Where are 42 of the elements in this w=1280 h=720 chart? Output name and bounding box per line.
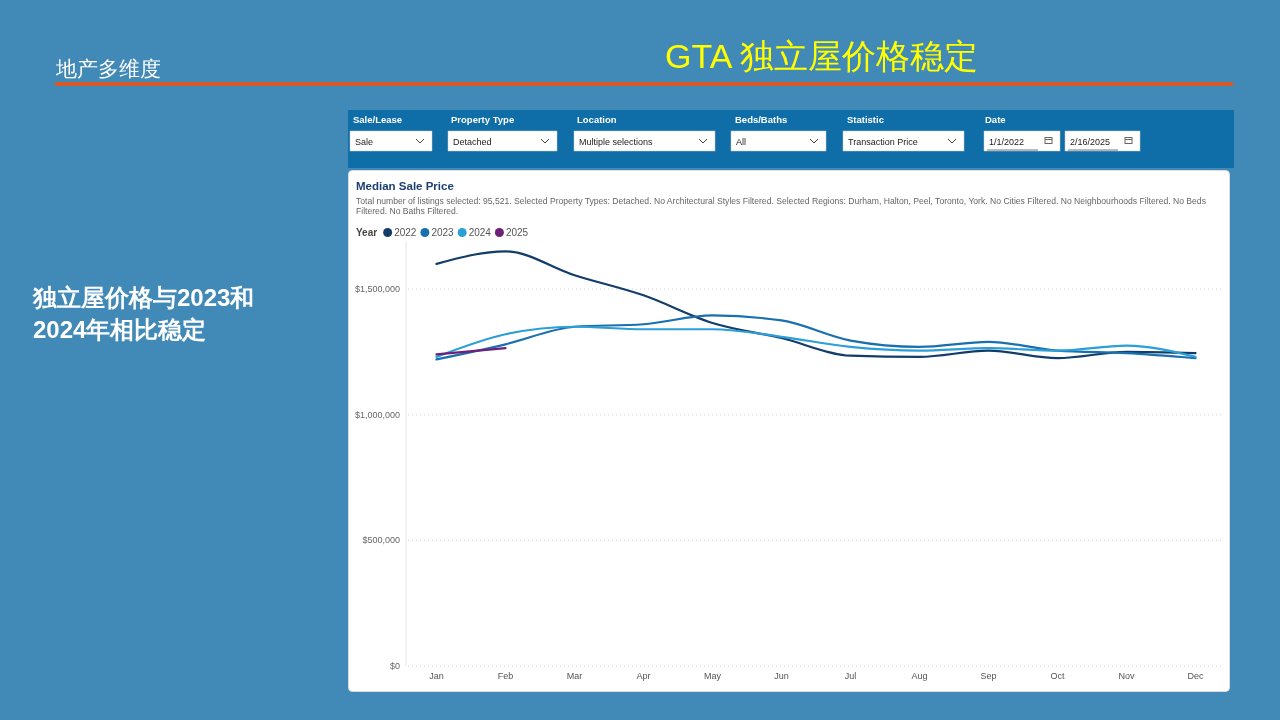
- text: Multiple selections: [579, 136, 654, 147]
- text: Sale/Lease: [353, 114, 403, 125]
- x-tick-label: May: [703, 671, 722, 681]
- legend-label: 2024: [468, 227, 492, 238]
- y-tick-label: $1,500,000: [354, 284, 400, 295]
- x-tick-label: Dec: [1187, 671, 1204, 681]
- text: Detached: [453, 136, 492, 147]
- y-tick-label: $0: [389, 661, 400, 671]
- line-series: [435, 250, 1197, 360]
- x-tick-label: Jul: [844, 671, 857, 681]
- text: 独立屋价格与2023和2024年相比稳定: [33, 283, 256, 345]
- x-tick-label: Apr: [636, 671, 651, 681]
- text: Location: [577, 114, 617, 125]
- legend-label: 2022: [394, 227, 417, 238]
- x-tick-label: Oct: [1050, 671, 1065, 681]
- line-series: [435, 314, 1197, 361]
- text: Statistic: [847, 114, 884, 125]
- legend-label: 2025: [505, 227, 529, 238]
- text: 地产多维度: [55, 57, 161, 80]
- x-tick-label: Feb: [497, 671, 514, 681]
- legend-label: 2023: [431, 227, 455, 238]
- text: 1/1/2022: [989, 136, 1025, 147]
- y-tick-label: $1,000,000: [354, 409, 400, 420]
- x-tick-label: Jun: [774, 671, 789, 681]
- y-tick-label: $500,000: [362, 535, 400, 546]
- x-tick-label: Mar: [566, 671, 583, 681]
- text: All: [736, 136, 747, 147]
- x-tick-label: Aug: [911, 671, 928, 681]
- x-tick-label: Nov: [1118, 671, 1135, 681]
- line-series: [435, 325, 1197, 358]
- legend-title: Year: [356, 227, 378, 238]
- text: Property Type: [451, 114, 515, 125]
- x-tick-label: Sep: [980, 671, 997, 681]
- text: 2/16/2025: [1070, 136, 1111, 147]
- x-tick-label: Jan: [429, 671, 444, 681]
- chart-title: Median Sale Price: [356, 180, 454, 192]
- chart-subtitle: Total number of listings selected: 95,521. Selected Property Types: Detached. No Architectural Styles Filtered. Selected Regions: Durham, Halton, Peel, Toronto, York. No Cities Filtered. No Neighbourhoods Filtered. No Beds Filtered. No Baths Filtered.: [356, 196, 1207, 216]
- text: Date: [985, 114, 1006, 125]
- text: Beds/Baths: [735, 114, 788, 125]
- text: GTA 独立屋价格稳定: [665, 37, 978, 75]
- text: Transaction Price: [848, 136, 918, 147]
- text: Sale: [355, 136, 374, 147]
